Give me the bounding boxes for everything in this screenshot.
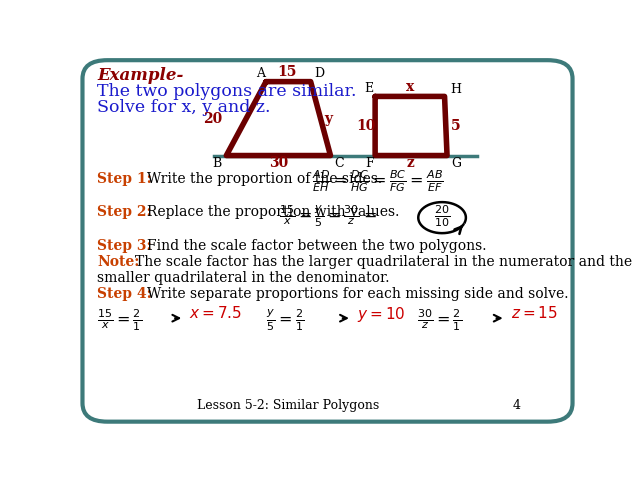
Text: Step 3:: Step 3: [97, 240, 152, 253]
Text: x: x [406, 80, 414, 94]
Text: y: y [324, 111, 332, 126]
Text: Find the scale factor between the two polygons.: Find the scale factor between the two po… [147, 240, 486, 253]
Text: D: D [314, 67, 324, 80]
Text: $\frac{y}{5}=\frac{2}{1}$: $\frac{y}{5}=\frac{2}{1}$ [266, 307, 304, 333]
Text: 5: 5 [451, 119, 460, 133]
Text: F: F [365, 157, 374, 170]
Text: The two polygons are similar.: The two polygons are similar. [97, 84, 357, 100]
Text: $\frac{30}{z}=\frac{2}{1}$: $\frac{30}{z}=\frac{2}{1}$ [417, 307, 462, 333]
FancyBboxPatch shape [83, 60, 573, 421]
Text: $\frac{15}{x}=\frac{y}{5}=\frac{30}{z}=$: $\frac{15}{x}=\frac{y}{5}=\frac{30}{z}=$ [279, 204, 377, 229]
Text: 20: 20 [204, 111, 223, 126]
Text: $\frac{15}{x}=\frac{2}{1}$: $\frac{15}{x}=\frac{2}{1}$ [97, 307, 142, 333]
Text: G: G [451, 157, 461, 170]
Text: Write separate proportions for each missing side and solve.: Write separate proportions for each miss… [147, 288, 568, 301]
Text: Solve for x, y and z.: Solve for x, y and z. [97, 99, 271, 116]
Text: Step 1:: Step 1: [97, 172, 152, 186]
Text: Example-: Example- [97, 67, 184, 84]
Text: A: A [257, 67, 266, 80]
Text: Step 4:: Step 4: [97, 288, 152, 301]
Text: 30: 30 [269, 156, 288, 170]
Text: $\frac{20}{10}$: $\frac{20}{10}$ [434, 204, 450, 229]
Text: smaller quadrilateral in the denominator.: smaller quadrilateral in the denominator… [97, 271, 390, 285]
Text: The scale factor has the larger quadrilateral in the numerator and the: The scale factor has the larger quadrila… [134, 255, 632, 269]
Text: $z = 15$: $z = 15$ [511, 305, 557, 321]
Text: 15: 15 [278, 65, 297, 79]
Text: 4: 4 [513, 399, 520, 412]
Text: Lesson 5-2: Similar Polygons: Lesson 5-2: Similar Polygons [197, 399, 380, 412]
Text: z: z [407, 156, 415, 170]
Text: Replace the proportion with values.: Replace the proportion with values. [147, 205, 399, 219]
Text: H: H [450, 83, 461, 96]
Text: Step 2:: Step 2: [97, 205, 152, 219]
Text: $\frac{AD}{EH}=\frac{DC}{HG}=\frac{BC}{FG}=\frac{AB}{EF}$: $\frac{AD}{EH}=\frac{DC}{HG}=\frac{BC}{F… [312, 168, 444, 194]
Text: Write the proportion of the sides.: Write the proportion of the sides. [147, 172, 382, 186]
Text: $y = 10$: $y = 10$ [356, 305, 405, 324]
Text: B: B [212, 157, 222, 170]
Text: $x = 7.5$: $x = 7.5$ [189, 305, 242, 321]
Text: Note:: Note: [97, 255, 140, 269]
Text: C: C [335, 157, 344, 170]
Text: 10: 10 [356, 119, 376, 133]
Text: E: E [365, 82, 374, 95]
